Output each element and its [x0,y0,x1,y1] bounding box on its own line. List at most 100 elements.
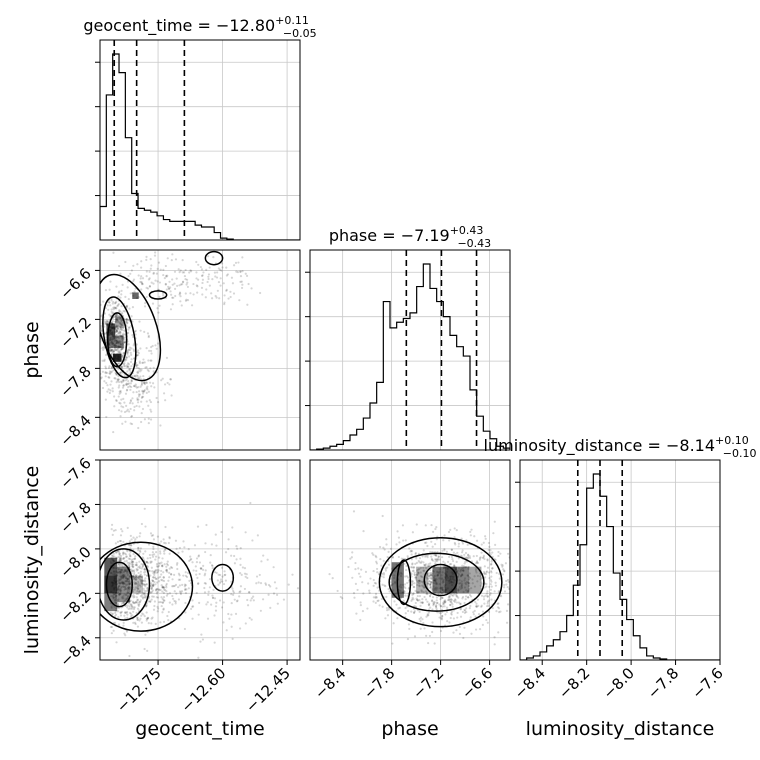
sample-point [479,578,482,581]
sample-point [439,605,442,608]
sample-point [141,565,144,568]
sample-point [159,552,162,555]
sample-point [119,317,122,320]
sample-point [112,306,115,309]
sample-point [397,555,400,559]
sample-point [391,555,394,559]
sample-point [489,563,493,566]
sample-point [152,583,155,586]
sample-point [486,604,489,608]
sample-point [144,577,147,580]
sample-point [132,280,135,283]
sample-point [137,604,140,607]
sample-point [371,552,374,555]
sample-point [119,588,122,591]
sample-point [114,348,117,351]
sample-point [419,619,422,623]
sample-point [138,584,142,587]
sample-point [153,251,157,254]
sample-point [111,352,114,355]
sample-point [535,586,537,588]
sample-point [429,571,432,574]
sample-point [207,255,210,258]
sample-point [372,553,375,556]
sample-point [118,290,121,293]
sample-point [149,560,152,563]
sample-point [136,618,139,621]
sample-point [140,562,143,566]
sample-point [166,381,169,385]
sample-point [133,588,136,591]
sample-point [105,415,108,419]
sample-point [115,330,119,333]
sample-point [127,595,130,598]
sample-point [145,387,148,390]
sample-point [143,573,146,576]
sample-point [386,614,390,617]
sample-point [480,582,484,585]
sample-point [156,610,159,613]
sample-point [145,605,148,608]
sample-point [113,555,116,558]
sample-point [474,615,477,618]
sample-point [134,385,137,388]
sample-point [118,539,121,543]
sample-point [475,560,479,563]
sample-point [114,339,118,342]
sample-point [149,359,152,362]
sample-point [403,590,406,593]
sample-point [415,557,418,560]
y-tick-label: −8.2 [56,587,94,625]
sample-point [100,330,103,333]
sample-point [497,554,500,558]
sample-point [439,629,443,633]
sample-point [182,574,185,577]
sample-point [437,555,440,558]
sample-point [210,603,213,606]
sample-point [124,585,127,589]
sample-point [142,358,145,361]
sample-point [513,598,515,600]
sample-point [463,553,466,556]
sample-point [115,341,118,345]
sample-point [469,604,472,608]
sample-point [146,586,149,590]
sample-point [428,583,432,586]
sample-point [97,343,99,345]
sample-point [449,616,452,620]
sample-point [126,353,129,356]
sample-point [526,620,528,622]
sample-point [214,605,218,608]
sample-point [236,599,239,602]
sample-point [110,348,114,351]
panel-title-phase: phase = −7.19+0.43 −0.43 [329,224,491,250]
sample-point [117,341,121,344]
sample-point [425,591,428,595]
sample-point [141,597,145,600]
sample-point [291,573,294,576]
sample-point [435,601,439,605]
sample-point [137,371,140,374]
sample-point [168,537,171,540]
sample-point [419,604,422,607]
sample-point [489,591,492,595]
sample-point [117,585,120,588]
sample-point [214,275,217,278]
sample-point [402,599,405,602]
sample-point [424,590,428,593]
sample-point [127,297,130,301]
sample-point [109,383,112,386]
sample-point [404,594,407,597]
sample-point [156,581,159,584]
sample-point [104,398,107,401]
sample-point [239,563,242,566]
sample-point [103,347,106,350]
sample-point [500,563,503,566]
sample-point [167,619,170,622]
sample-point [108,365,111,368]
sample-point [384,585,387,588]
sample-point [238,299,241,302]
sample-point [128,385,131,388]
sample-point [138,601,141,604]
sample-point [114,320,117,323]
